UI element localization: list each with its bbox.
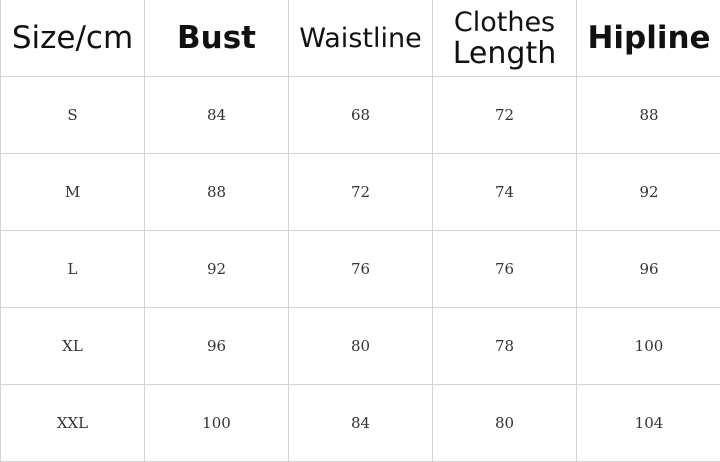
- header-clothes-length: Clothes Length: [432, 0, 577, 77]
- cell-bust: 84: [144, 76, 289, 154]
- header-clothes-line1: Clothes: [453, 6, 556, 38]
- cell-size: L: [0, 230, 145, 308]
- cell-clothes-length: 76: [432, 230, 577, 308]
- cell-bust: 88: [144, 153, 289, 231]
- header-hipline: Hipline: [576, 0, 720, 77]
- cell-clothes-length: 74: [432, 153, 577, 231]
- cell-waistline: 76: [288, 230, 433, 308]
- cell-clothes-length: 78: [432, 307, 577, 385]
- cell-waistline: 68: [288, 76, 433, 154]
- table-row: S 84 68 72 88: [0, 76, 720, 154]
- cell-bust: 100: [144, 384, 289, 462]
- cell-size: S: [0, 76, 145, 154]
- cell-waistline: 72: [288, 153, 433, 231]
- table-row: XL 96 80 78 100: [0, 307, 720, 385]
- cell-clothes-length: 80: [432, 384, 577, 462]
- cell-hipline: 88: [576, 76, 720, 154]
- cell-bust: 96: [144, 307, 289, 385]
- header-row: Size/cm Bust Waistline Clothes Length Hip…: [0, 0, 720, 77]
- cell-hipline: 92: [576, 153, 720, 231]
- table-row: XXL 100 84 80 104: [0, 384, 720, 462]
- header-bust: Bust: [144, 0, 289, 77]
- table-row: M 88 72 74 92: [0, 153, 720, 231]
- cell-size: M: [0, 153, 145, 231]
- table-row: L 92 76 76 96: [0, 230, 720, 308]
- cell-hipline: 104: [576, 384, 720, 462]
- cell-size: XXL: [0, 384, 145, 462]
- header-waistline: Waistline: [288, 0, 433, 77]
- cell-hipline: 96: [576, 230, 720, 308]
- cell-hipline: 100: [576, 307, 720, 385]
- cell-waistline: 80: [288, 307, 433, 385]
- header-clothes-line2: Length: [452, 35, 557, 71]
- header-size: Size/cm: [0, 0, 145, 77]
- cell-bust: 92: [144, 230, 289, 308]
- cell-waistline: 84: [288, 384, 433, 462]
- cell-size: XL: [0, 307, 145, 385]
- cell-clothes-length: 72: [432, 76, 577, 154]
